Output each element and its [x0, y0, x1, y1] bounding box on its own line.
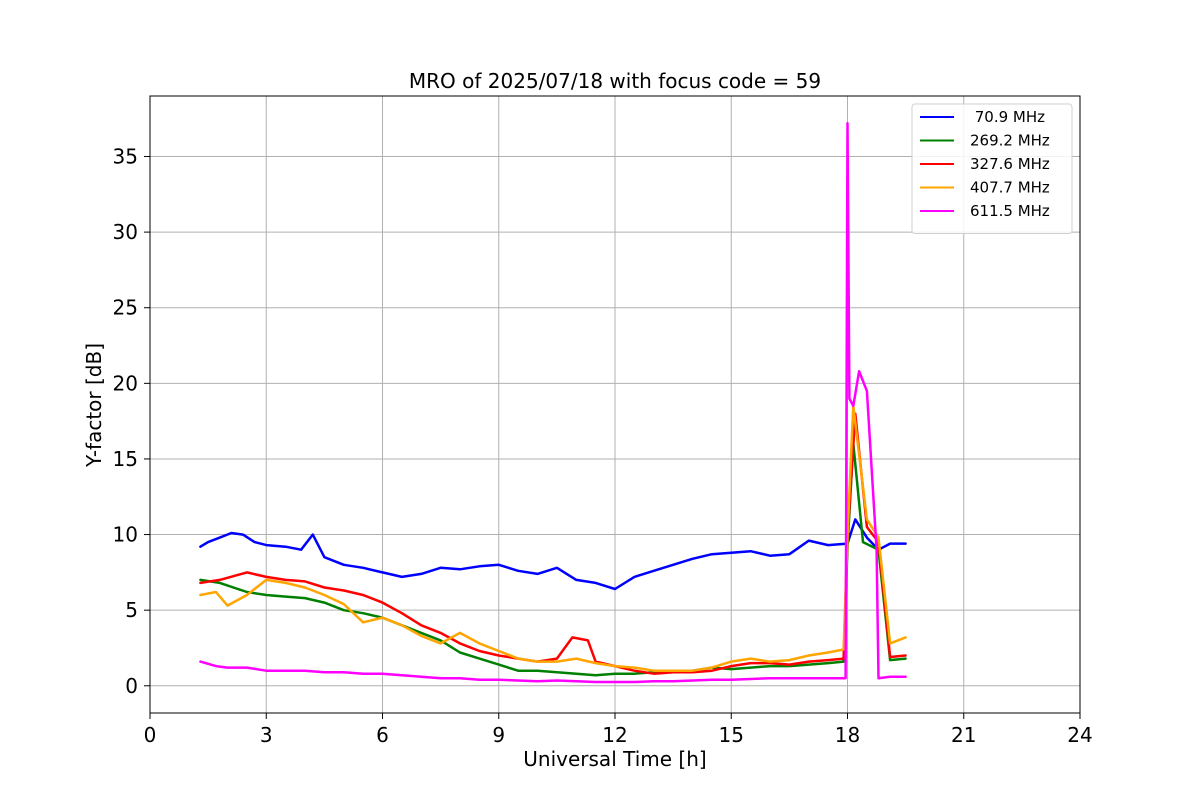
x-axis-label: Universal Time [h]: [523, 747, 706, 771]
y-axis-label: Y-factor [dB]: [82, 343, 106, 468]
y-tick-label: 20: [113, 371, 138, 395]
x-tick-label: 15: [719, 723, 744, 747]
x-tick-label: 3: [260, 723, 273, 747]
y-tick-label: 5: [125, 598, 138, 622]
y-tick-label: 10: [113, 523, 138, 547]
series-line-1: [199, 442, 907, 677]
y-tick-label: 0: [125, 674, 138, 698]
legend-label: 611.5 MHz: [970, 202, 1050, 220]
y-tick-label: 15: [113, 447, 138, 471]
legend-label: 269.2 MHz: [970, 132, 1050, 150]
x-tick-label: 6: [376, 723, 389, 747]
y-tick-label: 35: [113, 144, 138, 168]
axis-ticks: 0 3 6 9 12 15 18 21 24 0 5 10 15 20 25 30 35: [113, 144, 1093, 747]
x-tick-label: 0: [144, 723, 157, 747]
series-line-2: [199, 412, 907, 675]
x-tick-label: 18: [835, 723, 860, 747]
series-line-3: [199, 404, 907, 672]
x-tick-label: 21: [951, 723, 976, 747]
chart-title: MRO of 2025/07/18 with focus code = 59: [409, 69, 821, 93]
legend-label: 327.6 MHz: [970, 155, 1050, 173]
x-tick-label: 24: [1067, 723, 1092, 747]
legend-label: 70.9 MHz: [970, 108, 1045, 126]
x-tick-label: 9: [492, 723, 505, 747]
y-tick-label: 30: [113, 220, 138, 244]
x-tick-label: 12: [602, 723, 627, 747]
legend-label: 407.7 MHz: [970, 179, 1050, 197]
plot-series: [199, 121, 907, 684]
series-line-0: [199, 518, 907, 591]
y-tick-label: 25: [113, 296, 138, 320]
series-line-4: [199, 121, 907, 684]
legend-box: [911, 103, 1073, 234]
legend: 70.9 MHz 269.2 MHz 327.6 MHz 407.7 MHz 611.5…: [911, 103, 1073, 234]
